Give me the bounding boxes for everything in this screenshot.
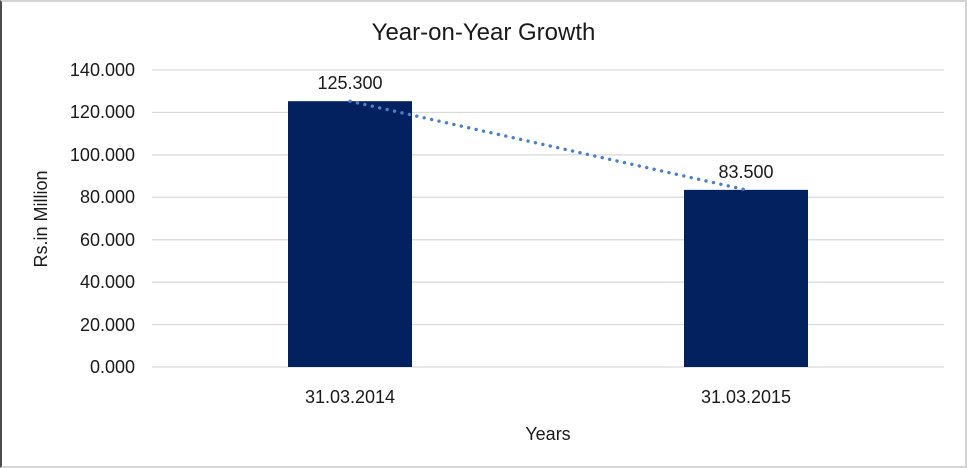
bar bbox=[288, 101, 412, 367]
y-tick-label: 80.000 bbox=[79, 187, 135, 208]
trendline bbox=[348, 99, 748, 192]
x-category-label: 31.03.2014 bbox=[304, 387, 396, 407]
y-tick-label: 120.000 bbox=[69, 102, 135, 123]
y-tick-label: 60.000 bbox=[79, 229, 135, 250]
x-axis-title: Years bbox=[525, 424, 571, 444]
y-tick-label: 20.000 bbox=[79, 314, 135, 335]
y-tick-label: 40.000 bbox=[79, 272, 135, 293]
y-tick-label: 0.000 bbox=[89, 357, 135, 377]
chart-title: Year-on-Year Growth bbox=[371, 19, 596, 46]
x-category-label: 31.03.2015 bbox=[700, 387, 792, 407]
bar-value-label: 83.500 bbox=[718, 161, 774, 182]
bar bbox=[684, 189, 808, 367]
y-tick-label: 100.000 bbox=[69, 144, 135, 165]
y-tick-label: 140.000 bbox=[69, 60, 135, 80]
bar-value-label: 125.300 bbox=[317, 73, 383, 94]
